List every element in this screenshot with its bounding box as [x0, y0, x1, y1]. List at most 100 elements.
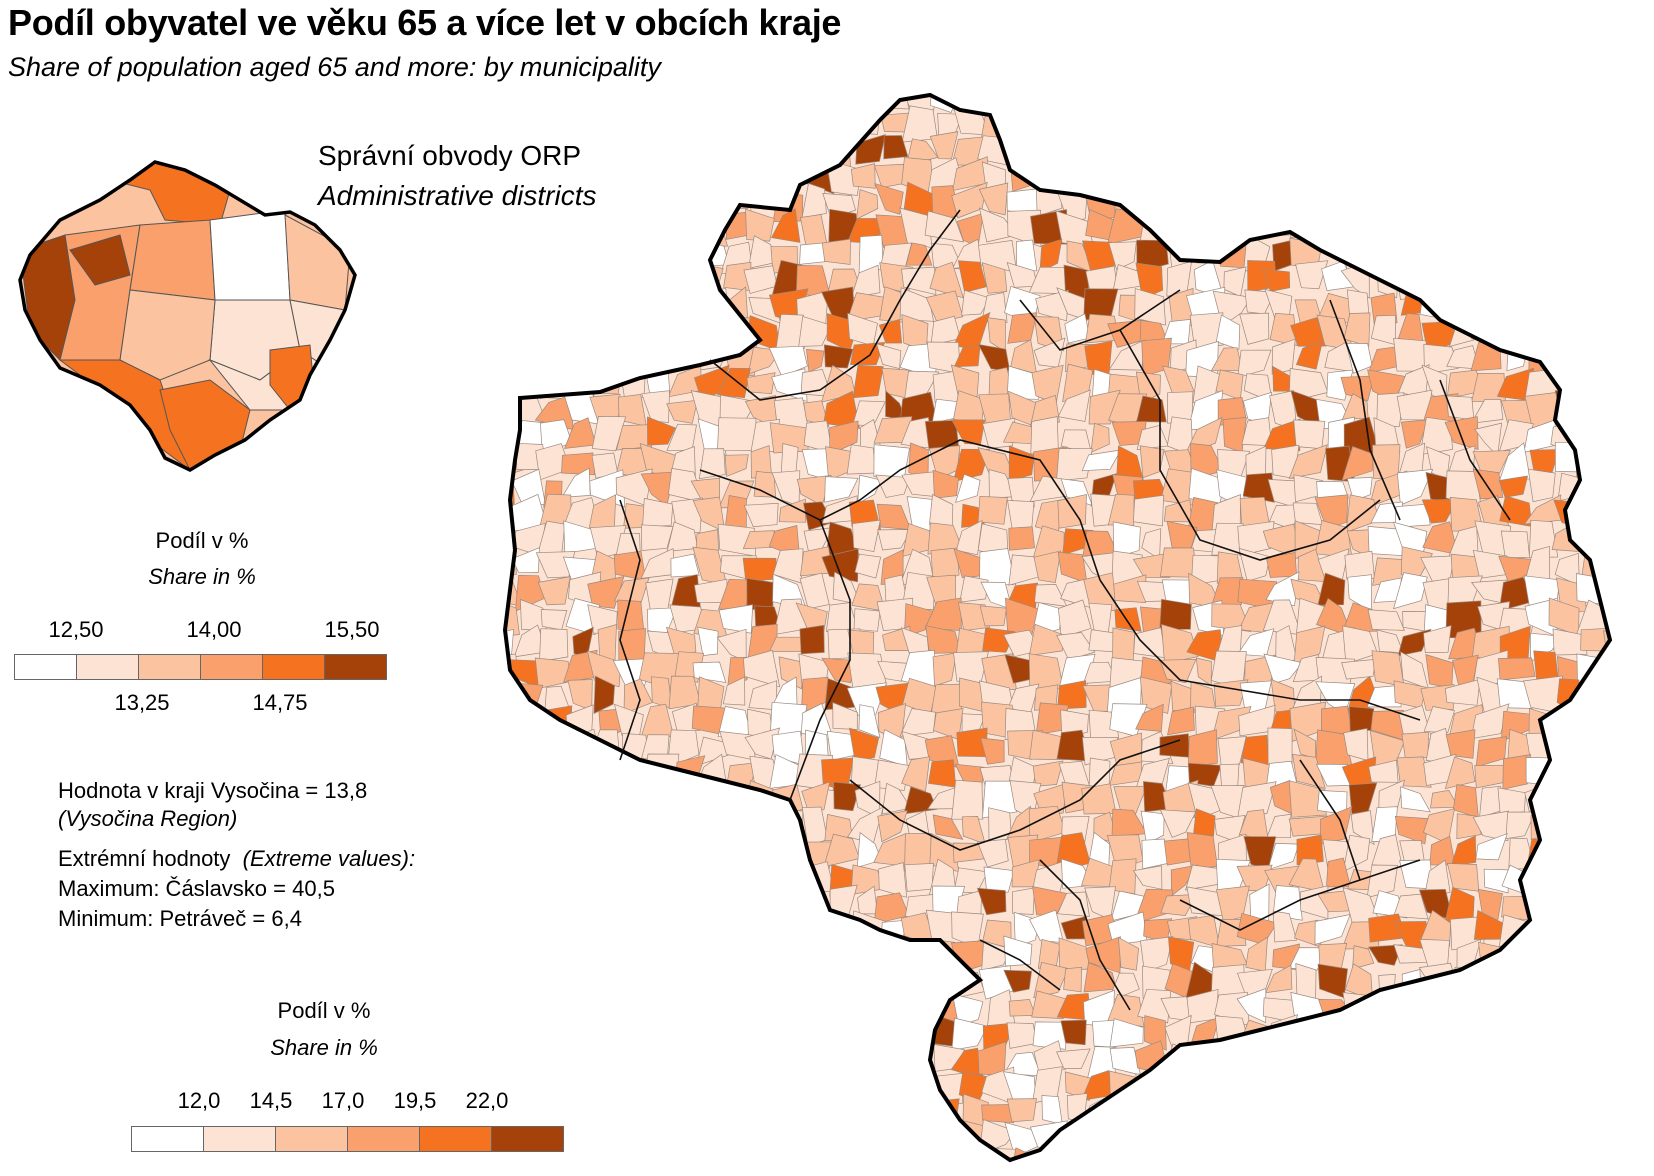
municipality-cell: [691, 316, 726, 351]
municipality-cell: [800, 1068, 829, 1098]
municipality-cell: [638, 1144, 673, 1160]
municipality-cell: [1603, 416, 1610, 450]
municipality-cell: [1472, 1043, 1504, 1072]
municipality-cell: [1263, 653, 1304, 684]
municipality-cell: [720, 998, 756, 1029]
municipality-cell: [1084, 113, 1118, 141]
municipality-cell: [590, 810, 621, 844]
municipality-cell: [1062, 95, 1090, 111]
municipality-cell: [722, 940, 754, 975]
municipality-cell: [695, 1040, 730, 1073]
legend-swatch: [76, 654, 139, 680]
municipality-cell: [1295, 260, 1329, 290]
municipality-cell: [1118, 158, 1147, 191]
municipality-cell: [1602, 962, 1610, 1001]
municipality-cell: [1342, 834, 1371, 873]
municipality-cell: [1314, 494, 1349, 530]
municipality-cell: [539, 340, 569, 374]
municipality-cell: [614, 182, 650, 212]
region-value-en: (Vysočina Region): [58, 806, 238, 831]
municipality-cell: [1033, 550, 1062, 583]
municipality-cell: [823, 390, 861, 429]
municipality-cell: [510, 839, 545, 866]
municipality-cell: [899, 708, 936, 737]
municipality-cell: [642, 497, 674, 528]
municipality-cell: [874, 759, 910, 791]
municipality-cell: [1108, 339, 1145, 371]
municipality-cell: [980, 95, 1018, 113]
municipality-cell: [1340, 163, 1373, 197]
municipality-cell: [1295, 339, 1324, 370]
municipality-cell: [1426, 1014, 1460, 1048]
municipality-cell: [898, 992, 928, 1025]
maximum-value: Maximum: Čáslavsko = 40,5: [58, 876, 335, 901]
municipality-cell: [981, 940, 1012, 971]
municipality-cell: [1576, 392, 1609, 428]
municipality-cell: [561, 290, 600, 323]
municipality-cell: [1603, 478, 1610, 501]
municipality-cell: [1317, 103, 1355, 143]
municipality-cell: [1549, 839, 1588, 865]
municipality-cell: [593, 866, 624, 894]
municipality-cell: [539, 1040, 575, 1073]
municipality-cell: [1188, 1103, 1223, 1126]
municipality-cell: [1586, 677, 1607, 715]
municipality-cell: [1607, 131, 1610, 164]
municipality-cell: [535, 314, 571, 350]
municipality-cell: [1426, 233, 1460, 273]
municipality-cell: [1132, 865, 1163, 890]
municipality-cell: [1109, 1018, 1144, 1048]
municipality-cell: [1522, 212, 1562, 248]
municipality-cell: [1554, 295, 1582, 325]
municipality-cell: [1160, 894, 1198, 916]
municipality-cell: [1608, 891, 1610, 921]
municipality-cell: [1366, 864, 1398, 899]
municipality-cell: [1576, 1045, 1610, 1081]
municipality-cell: [638, 261, 672, 293]
municipality-cell: [1267, 1047, 1301, 1079]
municipality-cell: [821, 1121, 860, 1145]
municipality-cell: [1506, 1049, 1529, 1079]
municipality-cell: [592, 267, 622, 295]
municipality-cell: [1060, 1019, 1087, 1046]
municipality-cell: [1582, 1097, 1606, 1123]
municipality-cell: [1471, 134, 1511, 164]
municipality-cell: [745, 208, 775, 242]
municipality-cell: [1475, 833, 1508, 861]
municipality-cell: [1551, 1145, 1589, 1160]
municipality-cell: [1394, 815, 1429, 845]
municipality-cell: [1427, 95, 1457, 112]
municipality-cell: [1444, 678, 1481, 706]
municipality-cell: [1291, 1123, 1321, 1151]
municipality-cell: [1057, 1145, 1083, 1160]
municipality-cell: [799, 624, 825, 655]
municipality-cell: [1265, 571, 1300, 607]
municipality-cell: [877, 942, 907, 974]
municipality-cell: [1112, 521, 1141, 559]
municipality-cell: [778, 656, 806, 690]
municipality-cell: [1265, 964, 1293, 994]
municipality-cell: [1185, 136, 1221, 160]
municipality-cell: [1238, 116, 1274, 138]
district-legend-tick: 13,25: [114, 690, 170, 715]
municipality-cell: [1526, 1066, 1562, 1098]
municipality-cell: [1236, 987, 1267, 1024]
municipality-cell: [794, 997, 828, 1017]
legend-swatch: [275, 1126, 348, 1152]
municipality-cell: [669, 940, 705, 975]
municipality-cell: [1471, 1066, 1505, 1105]
municipality-cell: [562, 1153, 600, 1160]
municipality-cell: [1427, 214, 1453, 240]
municipality-cell: [1190, 214, 1221, 244]
municipality-cell: [505, 311, 523, 349]
municipality-cell: [745, 962, 783, 1001]
municipality-cell: [797, 887, 823, 918]
municipality-cell: [747, 993, 778, 1028]
municipality-cell: [977, 839, 1009, 868]
municipality-cell: [1033, 1040, 1066, 1072]
municipality-cell: [977, 495, 1008, 525]
municipality-cell: [563, 267, 597, 295]
municipality-cell: [1267, 1147, 1302, 1160]
municipality-cell: [516, 713, 548, 734]
municipality-cell: [640, 1045, 674, 1077]
